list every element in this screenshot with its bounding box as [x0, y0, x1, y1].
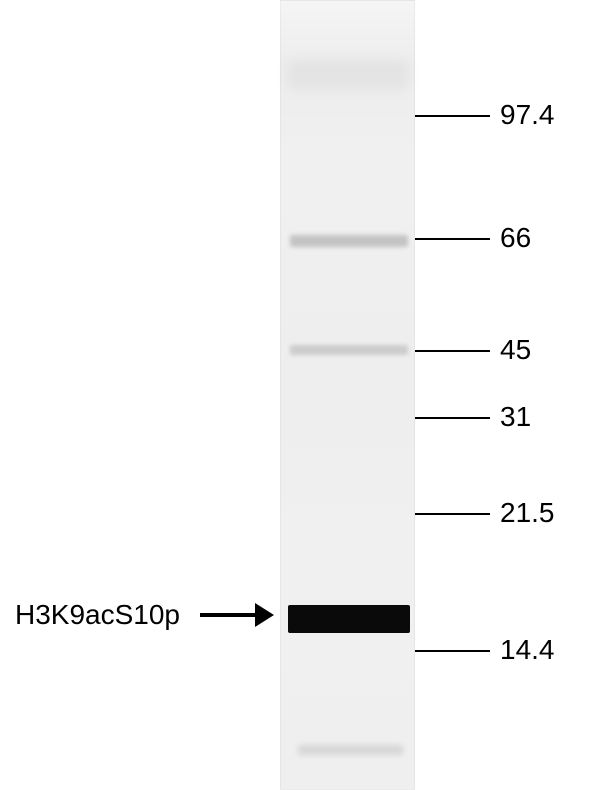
marker-label-66: 66	[500, 222, 531, 254]
marker-label-45: 45	[500, 334, 531, 366]
marker-tick-21.5	[415, 513, 490, 515]
band-3	[288, 605, 410, 633]
marker-tick-31	[415, 417, 490, 419]
annotation-arrow-head	[255, 603, 274, 627]
marker-tick-14.4	[415, 650, 490, 652]
band-4	[298, 745, 403, 755]
blot-lane	[280, 0, 415, 790]
annotation-arrow-shaft	[200, 613, 255, 617]
marker-label-21.5: 21.5	[500, 497, 555, 529]
marker-tick-97.4	[415, 115, 490, 117]
marker-label-31: 31	[500, 401, 531, 433]
band-1	[290, 235, 408, 247]
annotation-label: H3K9acS10p	[15, 599, 180, 631]
band-0	[288, 60, 408, 90]
marker-label-97.4: 97.4	[500, 99, 555, 131]
band-2	[290, 345, 408, 355]
marker-tick-45	[415, 350, 490, 352]
marker-tick-66	[415, 238, 490, 240]
marker-label-14.4: 14.4	[500, 634, 555, 666]
